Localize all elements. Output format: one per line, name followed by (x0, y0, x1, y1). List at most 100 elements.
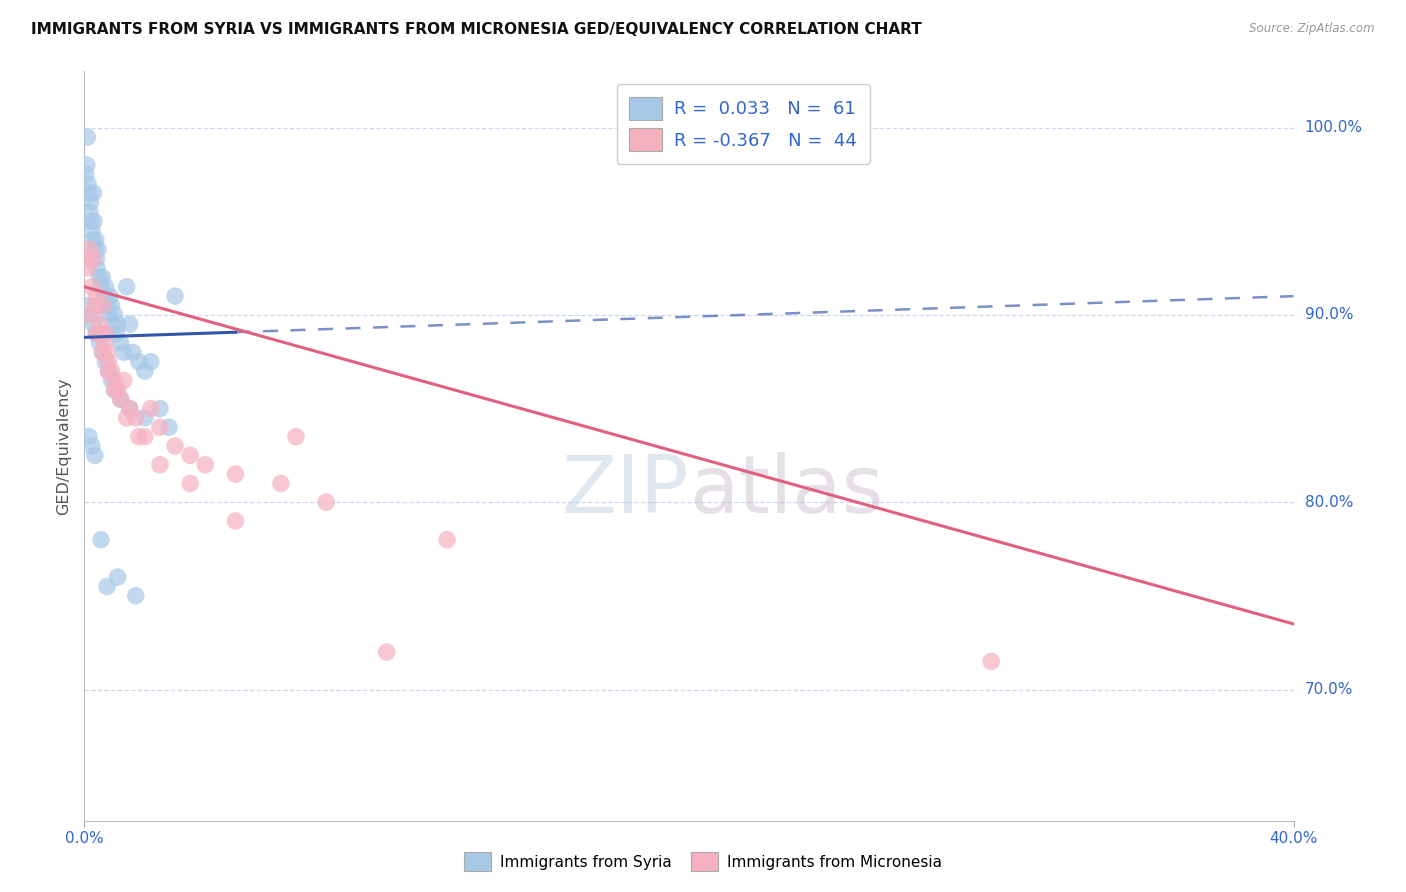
Point (80, 224, 103, 238)
Point (97, 364, 120, 378)
Point (375, 645, 398, 659)
Point (93, 289, 115, 303)
Point (76, 130, 98, 145)
Point (76, 252, 98, 266)
Point (118, 401, 141, 416)
Point (112, 345, 135, 359)
Point (125, 410, 148, 425)
Point (89, 318, 111, 332)
Point (96, 299, 118, 313)
Point (90, 326, 112, 341)
Point (82, 318, 104, 332)
Point (80, 439, 103, 453)
Point (118, 401, 141, 416)
Point (128, 430, 150, 444)
Point (285, 430, 308, 444)
Point (91, 345, 114, 359)
Point (149, 401, 172, 416)
Text: 90.0%: 90.0% (1305, 308, 1353, 322)
Point (100, 299, 122, 313)
Point (194, 458, 217, 472)
Point (149, 420, 172, 434)
Point (97, 308, 120, 322)
Point (139, 401, 162, 416)
Point (90, 280, 112, 294)
Text: atlas: atlas (689, 452, 883, 530)
Point (97, 355, 120, 369)
Point (94, 326, 117, 341)
Point (134, 410, 156, 425)
Point (118, 318, 141, 332)
Point (107, 570, 129, 584)
Point (100, 374, 122, 388)
Point (980, 655, 1002, 669)
Point (83, 214, 105, 228)
Point (96, 580, 118, 594)
Point (179, 449, 201, 463)
Legend: R =  0.033   N =  61, R = -0.367   N =  44: R = 0.033 N = 61, R = -0.367 N = 44 (617, 84, 870, 164)
Point (104, 308, 127, 322)
Text: 100.0%: 100.0% (1305, 120, 1362, 135)
Point (86, 252, 108, 266)
Point (179, 476, 201, 491)
Point (86, 261, 108, 276)
Point (77, 186, 100, 201)
Text: IMMIGRANTS FROM SYRIA VS IMMIGRANTS FROM MICRONESIA GED/EQUIVALENCY CORRELATION : IMMIGRANTS FROM SYRIA VS IMMIGRANTS FROM… (31, 22, 922, 37)
Point (112, 374, 135, 388)
Point (315, 495, 337, 509)
Y-axis label: GED/Equivalency: GED/Equivalency (56, 377, 72, 515)
Point (157, 420, 180, 434)
Point (149, 458, 172, 472)
Point (104, 383, 127, 397)
Point (107, 318, 129, 332)
Point (77, 177, 100, 191)
Point (105, 326, 128, 341)
Point (76, 299, 98, 313)
Point (77, 430, 100, 444)
Point (86, 289, 108, 303)
Point (84, 233, 107, 247)
Point (96, 345, 118, 359)
Point (79, 205, 101, 219)
Point (134, 364, 156, 378)
Point (91, 270, 114, 285)
Point (89, 270, 111, 285)
Point (104, 374, 127, 388)
Legend: Immigrants from Syria, Immigrants from Micronesia: Immigrants from Syria, Immigrants from M… (458, 847, 948, 877)
Point (79, 308, 101, 322)
Point (101, 318, 124, 332)
Point (79, 195, 101, 210)
Point (94, 355, 117, 369)
Point (94, 280, 117, 294)
Point (110, 392, 132, 407)
Point (86, 326, 108, 341)
Point (128, 355, 150, 369)
Point (82, 252, 104, 266)
Point (77, 261, 100, 276)
Point (90, 533, 112, 547)
Point (100, 364, 122, 378)
Point (225, 514, 247, 528)
Point (84, 449, 107, 463)
Point (80, 214, 103, 228)
Point (87, 243, 110, 257)
Point (115, 410, 138, 425)
Point (82, 186, 104, 201)
Point (79, 243, 101, 257)
Point (134, 430, 156, 444)
Point (115, 280, 138, 294)
Point (80, 280, 103, 294)
Point (110, 392, 132, 407)
Point (89, 336, 111, 351)
Point (84, 243, 107, 257)
Point (76, 158, 98, 172)
Point (165, 439, 187, 453)
Point (75, 168, 97, 182)
Point (110, 336, 132, 351)
Point (270, 476, 292, 491)
Text: ZIP: ZIP (561, 452, 689, 530)
Point (225, 467, 247, 482)
Point (93, 336, 115, 351)
Point (97, 364, 120, 378)
Point (436, 533, 458, 547)
